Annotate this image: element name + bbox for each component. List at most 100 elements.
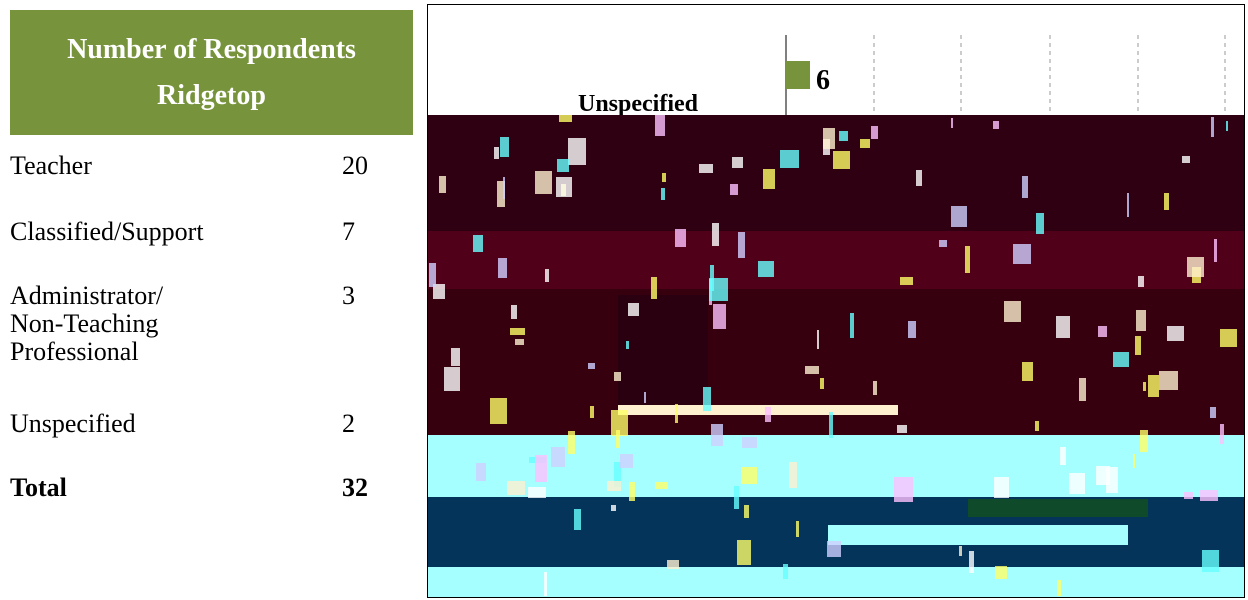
noise-speck xyxy=(894,477,913,502)
row-label-line: Unspecified xyxy=(10,409,136,438)
noise-speck xyxy=(568,431,575,454)
noise-speck xyxy=(507,481,525,495)
noise-speck xyxy=(783,564,788,579)
noise-speck xyxy=(737,540,751,565)
noise-speck xyxy=(620,454,633,468)
corrupted-region xyxy=(428,115,1244,597)
noise-speck xyxy=(1022,362,1033,381)
noise-speck xyxy=(545,269,549,282)
noise-speck xyxy=(629,482,635,501)
noise-speck xyxy=(969,551,974,573)
noise-speck xyxy=(559,115,572,122)
noise-speck xyxy=(1214,239,1217,262)
corruption-band xyxy=(428,567,1244,597)
bar-unspecified xyxy=(786,61,810,89)
noise-speck xyxy=(661,188,665,200)
noise-speck xyxy=(820,378,824,389)
noise-speck xyxy=(789,462,797,488)
noise-speck xyxy=(1079,378,1086,401)
noise-speck xyxy=(796,521,799,537)
row-value: 2 xyxy=(342,409,355,438)
chart-panel: 6 Unspecified xyxy=(427,4,1245,598)
row-label-line: Classified/Support xyxy=(10,217,204,246)
noise-speck xyxy=(823,128,835,149)
noise-speck xyxy=(590,406,594,418)
noise-speck xyxy=(738,232,745,258)
noise-speck xyxy=(473,235,483,252)
noise-speck xyxy=(662,173,666,182)
noise-speck xyxy=(994,477,1009,498)
noise-speck xyxy=(588,363,595,369)
noise-speck xyxy=(1036,213,1044,234)
noise-speck xyxy=(651,277,657,299)
noise-speck xyxy=(780,150,799,168)
noise-speck xyxy=(713,304,726,329)
noise-speck xyxy=(900,277,913,285)
noise-speck xyxy=(557,159,569,172)
noise-speck xyxy=(503,177,505,199)
noise-speck xyxy=(675,229,686,247)
noise-speck xyxy=(1096,466,1110,485)
noise-speck xyxy=(1202,550,1219,572)
noise-speck xyxy=(951,206,967,227)
noise-speck xyxy=(1138,276,1144,287)
noise-speck xyxy=(614,462,621,487)
noise-speck xyxy=(1127,193,1129,217)
row-label-line: Non-Teaching xyxy=(10,309,159,338)
noise-speck xyxy=(644,392,646,403)
noise-speck xyxy=(574,509,581,530)
noise-speck xyxy=(916,170,922,186)
noise-speck xyxy=(607,481,621,491)
noise-speck xyxy=(1013,244,1031,264)
noise-speck xyxy=(1148,375,1159,397)
noise-speck xyxy=(1057,580,1061,596)
corruption-band xyxy=(828,525,1128,545)
noise-speck xyxy=(805,366,819,374)
corruption-band xyxy=(968,499,1148,517)
row-label: Unspecified xyxy=(10,410,260,438)
noise-speck xyxy=(1211,117,1214,137)
noise-speck xyxy=(850,313,854,338)
noise-speck xyxy=(965,246,970,273)
noise-speck xyxy=(528,487,546,498)
row-label: Teacher xyxy=(10,152,260,180)
noise-speck xyxy=(1184,492,1193,499)
corruption-noise xyxy=(429,115,1237,596)
noise-speck xyxy=(744,505,749,518)
noise-speck xyxy=(765,407,771,422)
noise-speck xyxy=(568,138,586,165)
noise-speck xyxy=(817,330,819,349)
noise-speck xyxy=(1060,447,1066,465)
noise-speck xyxy=(497,181,505,207)
noise-speck xyxy=(827,541,841,557)
noise-speck xyxy=(709,278,728,301)
noise-speck xyxy=(628,303,639,316)
noise-speck xyxy=(675,404,678,423)
noise-speck xyxy=(655,482,668,489)
noise-speck xyxy=(1200,490,1218,501)
noise-speck xyxy=(711,424,723,446)
row-label-line: Teacher xyxy=(10,151,92,180)
noise-speck xyxy=(1220,424,1224,444)
noise-speck xyxy=(1220,329,1237,347)
category-label: Unspecified xyxy=(578,91,699,117)
noise-speck xyxy=(556,177,572,197)
noise-speck xyxy=(1098,326,1107,337)
noise-speck xyxy=(1140,430,1148,452)
noise-speck xyxy=(951,118,953,128)
noise-speck xyxy=(959,546,962,556)
row-label: Administrator/ Non-Teaching Professional xyxy=(10,282,260,366)
noise-speck xyxy=(1069,473,1085,494)
noise-speck xyxy=(551,447,565,467)
noise-speck xyxy=(515,339,524,345)
noise-speck xyxy=(667,560,679,569)
noise-speck xyxy=(429,263,436,287)
noise-speck xyxy=(839,131,848,141)
noise-speck xyxy=(535,171,552,194)
noise-speck xyxy=(616,430,620,448)
noise-speck xyxy=(995,566,1007,579)
noise-speck xyxy=(490,398,507,424)
noise-speck xyxy=(433,284,445,299)
noise-speck xyxy=(703,387,711,411)
row-value: 7 xyxy=(342,217,355,246)
